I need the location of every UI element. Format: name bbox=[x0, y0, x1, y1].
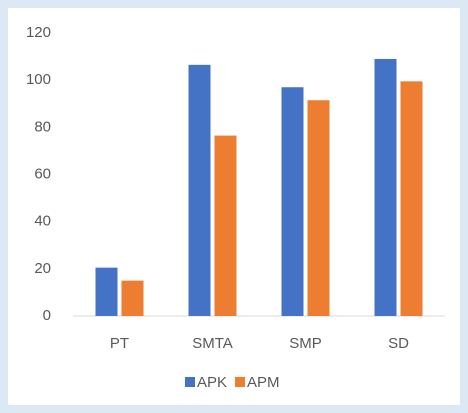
y-tick-label: 20 bbox=[34, 260, 51, 277]
bar bbox=[188, 64, 211, 317]
y-tick-label: 0 bbox=[43, 307, 51, 324]
x-tick-label: PT bbox=[110, 335, 129, 352]
legend-swatch bbox=[185, 377, 195, 387]
legend-label: APM bbox=[247, 374, 280, 391]
x-tick-label: SMP bbox=[289, 335, 322, 352]
x-tick-label: SD bbox=[388, 335, 409, 352]
bar bbox=[307, 100, 330, 317]
bar bbox=[400, 81, 423, 317]
y-tick-label: 100 bbox=[26, 71, 51, 88]
bar bbox=[95, 267, 118, 316]
bar bbox=[121, 280, 144, 316]
y-tick-label: 120 bbox=[26, 24, 51, 41]
y-tick-label: 60 bbox=[34, 165, 51, 182]
bar bbox=[214, 135, 237, 316]
legend-swatch bbox=[235, 377, 246, 387]
y-tick-label: 40 bbox=[34, 213, 51, 230]
bar bbox=[374, 58, 397, 317]
legend-label: APK bbox=[197, 374, 227, 391]
bar bbox=[281, 87, 304, 316]
y-tick-label: 80 bbox=[34, 118, 51, 135]
x-tick-label: SMTA bbox=[192, 335, 233, 352]
